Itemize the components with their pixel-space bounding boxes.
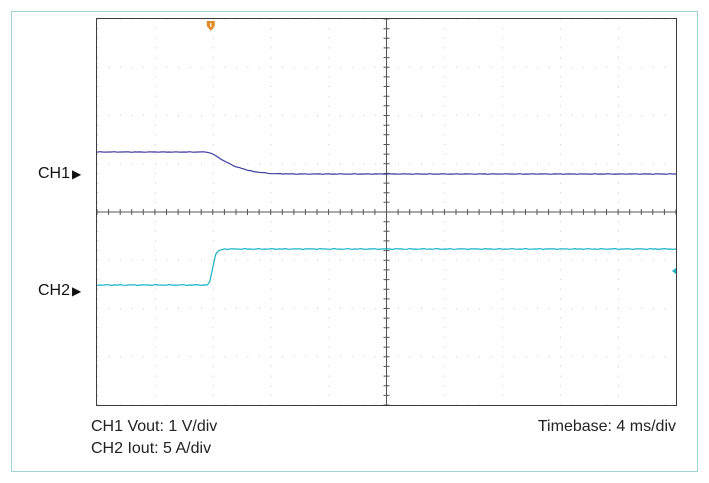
axis-ticks — [97, 19, 676, 405]
timebase-text: Timebase: 4 ms/div — [537, 418, 676, 435]
ch1-marker-label: CH1 ▶ — [38, 166, 81, 182]
ch1-scale-text: CH1 Vout: 1 V/div — [91, 418, 218, 435]
scope-plot-area — [96, 18, 677, 406]
figure-frame — [11, 11, 698, 472]
ch2-arrow-icon: ▶ — [72, 284, 82, 298]
grid-dots — [97, 19, 676, 405]
scope-graticule — [97, 19, 676, 405]
ch1-arrow-icon: ▶ — [72, 167, 82, 181]
ch2-scale-text: CH2 Iout: 5 A/div — [91, 440, 212, 457]
ch2-name: CH2 — [38, 282, 71, 299]
ch1-trace — [97, 151, 676, 175]
ch2-right-marker-icon — [672, 268, 676, 274]
ch1-name: CH1 — [38, 165, 71, 182]
ch2-trace — [97, 247, 676, 287]
ch2-marker-label: CH2 ▶ — [38, 283, 81, 299]
